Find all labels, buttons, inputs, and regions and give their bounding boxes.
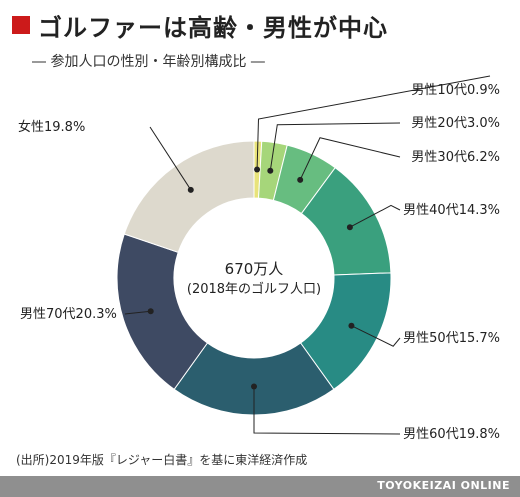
slice-label-2: 男性30代6.2%	[411, 150, 500, 165]
leader-line-5	[253, 386, 401, 435]
slices-group	[116, 140, 392, 416]
leader-dot-4	[348, 322, 355, 329]
brand-label: TOYOKEIZAI ONLINE	[377, 479, 510, 492]
source-note: (出所)2019年版『レジャー白書』を基に東洋経済作成	[16, 453, 308, 467]
leader-dot-5	[251, 383, 257, 390]
title-marker	[12, 16, 30, 34]
leader-line-4	[351, 325, 401, 347]
chart-title: ゴルファーは高齢・男性が中心	[38, 13, 388, 42]
leader-line-6	[124, 310, 151, 315]
slice-label-5: 男性60代19.8%	[403, 427, 500, 442]
slice-label-4: 男性50代15.7%	[403, 331, 500, 346]
slice-label-1: 男性20代3.0%	[411, 116, 500, 131]
donut-chart: 男性10代0.9% 男性20代3.0% 男性30代6.2% 男性40代14.3% 男性5…	[18, 75, 500, 442]
leader-dot-6	[147, 308, 154, 315]
footer-bar: TOYOKEIZAI ONLINE	[0, 476, 520, 497]
leader-lines-group	[124, 75, 491, 435]
leader-dot-3	[346, 224, 353, 231]
leader-line-0	[256, 75, 491, 170]
center-note: (2018年のゴルフ人口)	[187, 281, 321, 297]
leader-dot-7	[187, 186, 194, 193]
slice-labels-group: 男性10代0.9% 男性20代3.0% 男性30代6.2% 男性40代14.3% 男性5…	[18, 83, 500, 442]
title-row: ゴルファーは高齢・男性が中心	[12, 10, 388, 42]
leader-line-7	[149, 126, 192, 191]
leader-dot-2	[297, 176, 304, 183]
slice-label-0: 男性10代0.9%	[411, 83, 500, 98]
leader-dot-0	[254, 166, 261, 173]
slice-label-6: 男性70代20.3%	[20, 307, 117, 322]
slice-label-7: 女性19.8%	[18, 119, 85, 135]
leader-line-1	[269, 122, 401, 171]
slice-7	[123, 140, 255, 253]
slice-label-3: 男性40代14.3%	[403, 203, 500, 218]
center-total: 670万人	[225, 260, 284, 278]
leader-line-2	[299, 137, 401, 181]
chart-subtitle: ― 参加人口の性別・年齢別構成比 ―	[32, 54, 265, 70]
leader-line-3	[349, 204, 401, 228]
leader-dot-1	[267, 167, 274, 174]
donut-hole	[175, 199, 333, 357]
